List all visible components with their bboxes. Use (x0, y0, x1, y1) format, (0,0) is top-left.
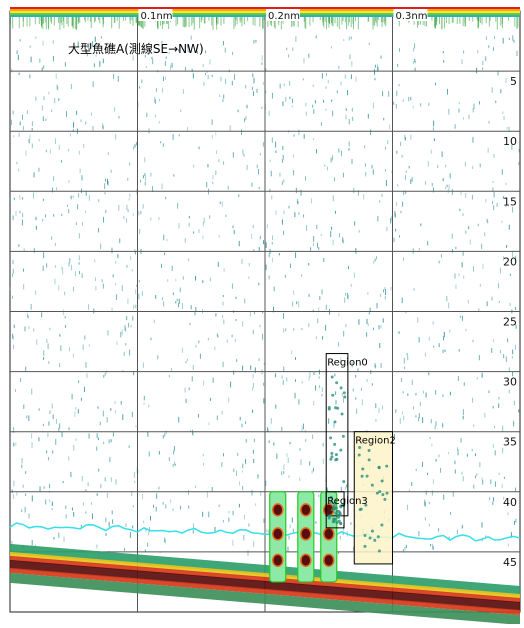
school-core-0-0 (272, 503, 284, 517)
seabed-layer-3 (10, 559, 520, 611)
regions: Region0 Region2 Region3 (325, 353, 396, 565)
surface-layer-3 (10, 13, 520, 15)
y-tick-label-1: 10 (503, 135, 517, 148)
seabed-layer-5 (10, 572, 520, 625)
school-core-2-1 (323, 527, 335, 541)
y-tick-label-4: 25 (503, 316, 517, 329)
x-tick-bg-1 (266, 9, 300, 21)
x-tick-label-2: 0.3nm (396, 11, 428, 22)
seabed-layer-4 (10, 567, 520, 615)
y-tick-label-8: 45 (503, 556, 517, 569)
region-box-1 (353, 431, 393, 565)
school-core-1-2 (300, 553, 312, 568)
seabed-band (9, 491, 521, 625)
surface-layer-2 (10, 11, 520, 13)
x-tick-bg-2 (393, 9, 428, 21)
school-core-1-0 (300, 503, 312, 517)
school-core-2-2 (323, 553, 335, 568)
x-tick-bg-0 (138, 9, 173, 21)
x-tick-label-0: 0.1nm (141, 11, 173, 22)
seabed-layer-0 (10, 543, 520, 596)
axis-labels: 0.1nm 0.2nm 0.3nm 5 10 15 20 25 30 35 40 45 (138, 9, 517, 569)
region-label-0: Region0 (327, 358, 368, 369)
region-label-1: Region2 (355, 436, 396, 447)
x-tick-label-1: 0.2nm (268, 11, 300, 22)
school-core-1-1 (300, 527, 312, 541)
school-core-0-1 (272, 527, 284, 541)
region-box-2 (325, 491, 345, 529)
region-label-2: Region3 (327, 496, 368, 507)
secondary-echo-line (9, 522, 521, 542)
surface-layer-1 (10, 9, 520, 11)
y-tick-label-5: 30 (503, 376, 517, 389)
y-tick-label-6: 35 (503, 436, 517, 449)
seabed-layer-1 (10, 551, 520, 599)
school-core-0-2 (272, 553, 284, 568)
y-tick-label-7: 40 (503, 496, 517, 509)
surface-layer-0 (10, 7, 520, 9)
y-tick-label-3: 20 (503, 255, 517, 268)
y-tick-label-2: 15 (503, 195, 517, 208)
chart-title: 大型魚礁A(測線SE→NW) (68, 41, 204, 56)
y-tick-label-0: 5 (510, 75, 517, 88)
grid (10, 11, 520, 612)
seabed-layer-2 (10, 555, 520, 603)
surface-layer-4 (10, 15, 520, 17)
